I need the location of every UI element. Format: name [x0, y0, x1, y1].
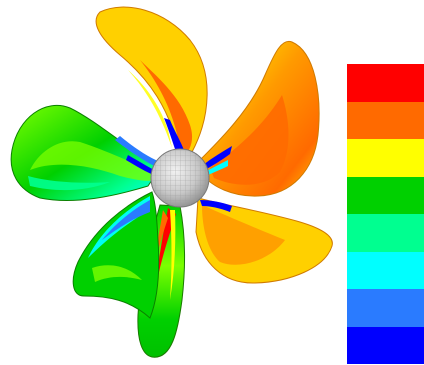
legend-band-5 [347, 214, 424, 252]
legend-band-8 [347, 326, 424, 364]
color-legend-bar [347, 64, 424, 364]
legend-band-2 [347, 101, 424, 139]
propeller-blade-right-lower [195, 197, 333, 284]
legend-band-6 [347, 251, 424, 289]
legend-band-4 [347, 176, 424, 214]
propeller-figure [10, 6, 333, 358]
propeller-blade-right-upper [199, 40, 320, 197]
propeller-svg [10, 6, 333, 358]
propeller-blade-top [95, 6, 208, 155]
legend-band-7 [347, 289, 424, 327]
propeller-hub [150, 148, 210, 208]
legend-band-1 [347, 64, 424, 102]
propeller-blade-left-upper [10, 104, 161, 201]
propeller-blade-left-lower [72, 191, 160, 319]
legend-band-3 [347, 139, 424, 177]
propeller-blade-bottom [137, 204, 185, 358]
